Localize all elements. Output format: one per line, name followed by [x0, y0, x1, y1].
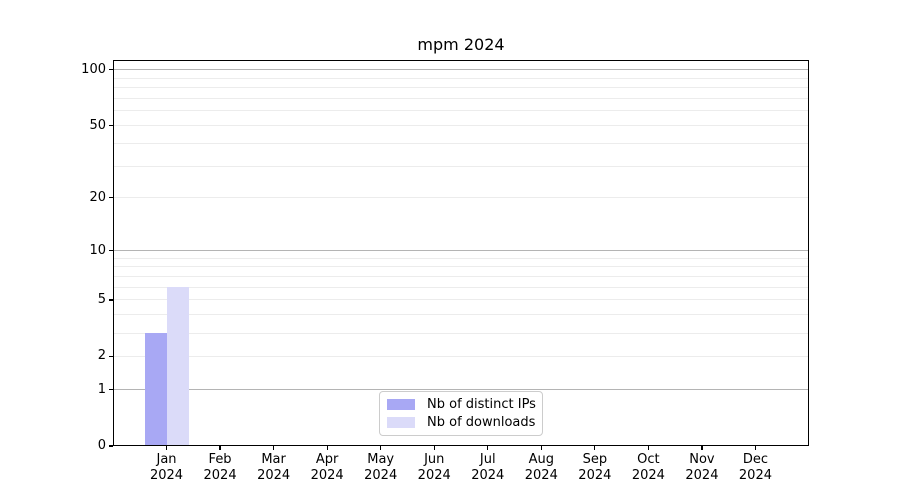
gridline-y-4 [113, 314, 809, 316]
gridline-y-30 [113, 165, 809, 167]
y-tick-label-100: 100 [81, 61, 106, 77]
legend: Nb of distinct IPs Nb of downloads [379, 391, 543, 436]
x-tick-mar [273, 446, 275, 450]
x-tick-year-text: 2024 [364, 468, 398, 483]
x-tick-year-text: 2024 [417, 468, 451, 483]
gridline-y-8 [113, 266, 809, 268]
gridline-y-50 [113, 125, 809, 127]
y-tick-5 [109, 299, 113, 301]
x-tick-month-text: Jan [156, 452, 177, 467]
x-tick-label-may: May 2024 [354, 452, 408, 484]
bar-downloads-jan [166, 287, 189, 446]
x-tick-month-text: Sep [582, 452, 608, 467]
gridline-y-6 [113, 286, 809, 288]
gridline-y-70 [113, 98, 809, 100]
gridline-y-60 [113, 110, 809, 112]
x-tick-year-text: 2024 [203, 468, 237, 483]
y-tick-100 [109, 69, 113, 71]
chart-title: mpm 2024 [417, 35, 505, 54]
x-tick-month-text: Nov [689, 452, 715, 467]
x-tick-oct [647, 446, 649, 450]
x-tick-year-text: 2024 [310, 468, 344, 483]
legend-swatch-downloads [387, 417, 415, 428]
x-tick-jul [487, 446, 489, 450]
x-tick-label-jul: Jul 2024 [461, 452, 515, 484]
x-tick-feb [219, 446, 221, 450]
y-tick-label-20: 20 [89, 189, 106, 205]
x-tick-may [380, 446, 382, 450]
x-tick-apr [326, 446, 328, 450]
bar-distinct-ips-jan [144, 333, 167, 446]
x-tick-year-text: 2024 [471, 468, 505, 483]
y-tick-label-10: 10 [89, 242, 106, 258]
x-tick-year-text: 2024 [738, 468, 772, 483]
x-tick-label-oct: Oct 2024 [621, 452, 675, 484]
x-tick-year-text: 2024 [578, 468, 612, 483]
gridline-y-10 [113, 250, 809, 252]
y-tick-label-0: 0 [97, 438, 106, 453]
x-tick-label-jun: Jun 2024 [407, 452, 461, 484]
x-tick-jan [165, 446, 168, 450]
y-tick-0 [109, 445, 113, 447]
x-tick-label-jan: Jan 2024 [140, 452, 194, 484]
x-tick-label-sep: Sep 2024 [568, 452, 622, 484]
y-tick-10 [109, 249, 113, 252]
y-tick-1 [109, 388, 113, 391]
x-tick-sep [594, 446, 596, 450]
x-tick-label-nov: Nov 2024 [675, 452, 729, 484]
y-tick-label-2: 2 [97, 348, 106, 364]
x-tick-month-text: Jul [479, 452, 496, 467]
gridline-y-3 [113, 332, 809, 334]
x-tick-dec [754, 446, 757, 450]
x-tick-nov [701, 446, 703, 450]
legend-swatch-distinct-ips [387, 399, 415, 410]
x-tick-year-text: 2024 [149, 468, 184, 483]
x-tick-month-text: Feb [208, 452, 232, 467]
x-tick-month-text: Oct [637, 452, 660, 467]
x-tick-aug [540, 446, 542, 450]
y-tick-50 [109, 124, 113, 127]
plot-area: Nb of distinct IPs Nb of downloads 0 1 2 5 1… [81, 60, 809, 483]
x-tick-year-text: 2024 [631, 468, 665, 483]
y-tick-label-5: 5 [97, 291, 106, 307]
x-tick-month-text: Aug [528, 452, 554, 467]
legend-entry-distinct-ips: Nb of distinct IPs [387, 396, 536, 414]
x-tick-month-text: Dec [742, 452, 769, 467]
x-tick-label-feb: Feb 2024 [193, 452, 247, 484]
x-tick-month-text: Mar [261, 452, 286, 467]
gridline-y-90 [113, 77, 809, 79]
x-tick-year-text: 2024 [257, 468, 291, 483]
gridline-y-7 [113, 276, 809, 278]
x-tick-label-dec: Dec 2024 [728, 452, 782, 484]
x-tick-label-aug: Aug 2024 [514, 452, 568, 484]
x-tick-month-text: Apr [315, 452, 339, 467]
x-tick-label-mar: Mar 2024 [247, 452, 301, 484]
x-tick-jun [433, 446, 435, 450]
y-tick-label-1: 1 [97, 381, 106, 397]
legend-entry-downloads: Nb of downloads [387, 414, 536, 432]
x-tick-label-apr: Apr 2024 [300, 452, 354, 484]
x-tick-year-text: 2024 [524, 468, 558, 483]
y-tick-label-50: 50 [89, 117, 106, 133]
gridline-y-40 [113, 142, 809, 144]
y-tick-20 [109, 197, 113, 199]
x-tick-year-text: 2024 [685, 468, 719, 483]
gridline-y-9 [113, 257, 809, 259]
gridline-y-20 [113, 197, 809, 199]
legend-label-downloads: Nb of downloads [427, 414, 536, 430]
legend-label-distinct-ips: Nb of distinct IPs [427, 396, 536, 412]
gridline-y-100 [113, 69, 809, 71]
gridline-y-5 [113, 299, 809, 301]
y-tick-2 [109, 355, 113, 358]
gridline-y-80 [113, 87, 809, 89]
gridline-y-2 [113, 355, 809, 357]
x-tick-month-text: Jun [424, 452, 445, 467]
x-tick-month-text: May [367, 452, 395, 467]
gridline-y-1 [113, 389, 809, 390]
